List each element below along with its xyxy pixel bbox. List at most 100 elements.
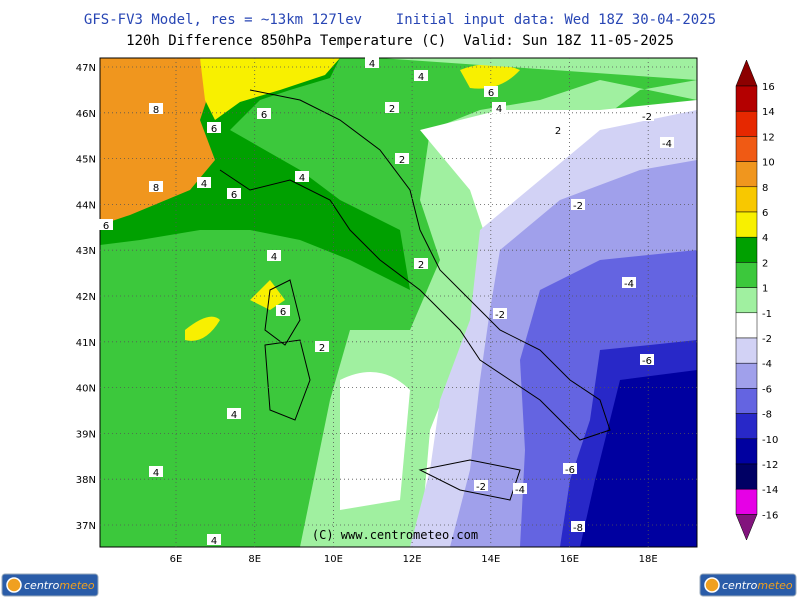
lat-label: 44N <box>76 200 96 211</box>
contour-label: 2 <box>389 104 395 115</box>
contour-label-box <box>484 86 498 97</box>
colorbar-segment <box>735 287 758 314</box>
contour-label-box <box>315 341 329 352</box>
contour-label: -2 <box>476 482 486 493</box>
colorbar-segment <box>735 136 758 162</box>
map-fields <box>100 58 697 547</box>
contour-label-box <box>207 122 221 133</box>
contour-label: 8 <box>153 105 159 116</box>
field-yellow-3 <box>185 280 285 341</box>
contour-label-box <box>571 199 585 210</box>
field-white-2 <box>340 372 410 510</box>
colorbar-segment <box>735 85 758 112</box>
lat-label: 38N <box>76 475 96 486</box>
logo-icon <box>6 577 22 593</box>
contour-label-box <box>197 177 211 188</box>
colorbar-label: 14 <box>762 107 775 118</box>
contour-label-box <box>551 124 565 135</box>
colorbar-label: 2 <box>762 258 768 269</box>
contour-label-box <box>149 466 163 477</box>
colorbar-label: -1 <box>762 309 772 320</box>
colorbar-segment <box>735 236 758 263</box>
colorbar-label: -8 <box>762 410 772 421</box>
contour-label: -4 <box>624 279 634 290</box>
contour-label-box <box>365 57 379 68</box>
colorbar-label: 8 <box>762 183 768 194</box>
logo-box <box>1 573 99 597</box>
contour-label: 4 <box>231 410 237 421</box>
contour-label: 6 <box>488 88 494 99</box>
contour-label-box <box>207 534 221 545</box>
contour-label: -2 <box>495 310 505 321</box>
colorbar-segment <box>735 488 758 515</box>
field-orange <box>100 58 215 225</box>
contour-label: 4 <box>211 536 217 547</box>
lat-label: 46N <box>76 109 96 120</box>
colorbar-label: -12 <box>762 460 778 471</box>
lon-label: 18E <box>639 554 658 565</box>
colorbar-label: -16 <box>762 510 778 521</box>
contour-label: 6 <box>261 110 267 121</box>
logo-brand: centro <box>722 579 758 592</box>
contour-label-box <box>492 102 506 113</box>
colorbar-label: 16 <box>762 82 775 93</box>
contour-label-box <box>227 408 241 419</box>
contour-label: 2 <box>319 343 325 354</box>
contour-label: 2 <box>418 260 424 271</box>
contour-label-box <box>640 110 654 121</box>
contour-label-box <box>414 70 428 81</box>
colorbar-label: 12 <box>762 132 775 143</box>
contour-label-box <box>149 181 163 192</box>
contour-label: -6 <box>642 356 652 367</box>
colorbar-label: 4 <box>762 233 768 244</box>
contour-label: -2 <box>642 112 652 123</box>
colorbar-label: -10 <box>762 435 778 446</box>
colorbar-segment <box>735 312 758 339</box>
contour-label-box <box>295 171 309 182</box>
logo-icon <box>704 577 720 593</box>
lon-label: 14E <box>481 554 500 565</box>
contour-label-box <box>622 277 636 288</box>
lon-label: 8E <box>248 554 261 565</box>
contour-label: -2 <box>573 201 583 212</box>
colorbar-segment <box>735 211 758 238</box>
lat-label: 37N <box>76 521 96 532</box>
header-line1: GFS-FV3 Model, res = ~13km 127lev Initia… <box>84 12 716 28</box>
colorbar-label: -2 <box>762 334 772 345</box>
colorbar-segment <box>735 463 758 490</box>
colorbar-segment <box>735 262 758 288</box>
colorbar-label: -14 <box>762 485 778 496</box>
contour-label-box <box>99 219 113 230</box>
contour-label: -8 <box>573 523 583 534</box>
colorbar-segment <box>735 438 758 465</box>
colorbar-label: 1 <box>762 284 768 295</box>
colorbar-segment <box>735 362 758 389</box>
map-frame <box>99 57 698 548</box>
contour-label: 4 <box>271 252 277 263</box>
contour-label: 6 <box>211 124 217 135</box>
header-line2: 120h Difference 850hPa Temperature (C) V… <box>126 33 674 49</box>
colorbar-segment <box>735 388 758 414</box>
lon-label: 12E <box>403 554 422 565</box>
field-yellow <box>200 58 340 120</box>
lat-label: 47N <box>76 63 96 74</box>
colorbar-segment <box>735 337 758 364</box>
field-navy <box>580 370 697 547</box>
contour-label-box <box>257 108 271 119</box>
contour-label: 2 <box>399 155 405 166</box>
colorbar-label: 6 <box>762 208 768 219</box>
colorbar-tip-top <box>735 59 758 87</box>
colorbar-segment <box>735 110 758 137</box>
contour-label: -4 <box>515 485 525 496</box>
lon-label: 6E <box>170 554 183 565</box>
contour-label: 2 <box>555 126 561 137</box>
colorbar-tip-bottom <box>735 514 758 541</box>
watermark: (C) www.centrometeo.com <box>312 528 478 542</box>
lon-label: 16E <box>560 554 579 565</box>
contour-label-box <box>493 308 507 319</box>
contour-label: 4 <box>299 173 305 184</box>
contour-label: 4 <box>153 468 159 479</box>
field-yellow-2 <box>460 64 520 89</box>
